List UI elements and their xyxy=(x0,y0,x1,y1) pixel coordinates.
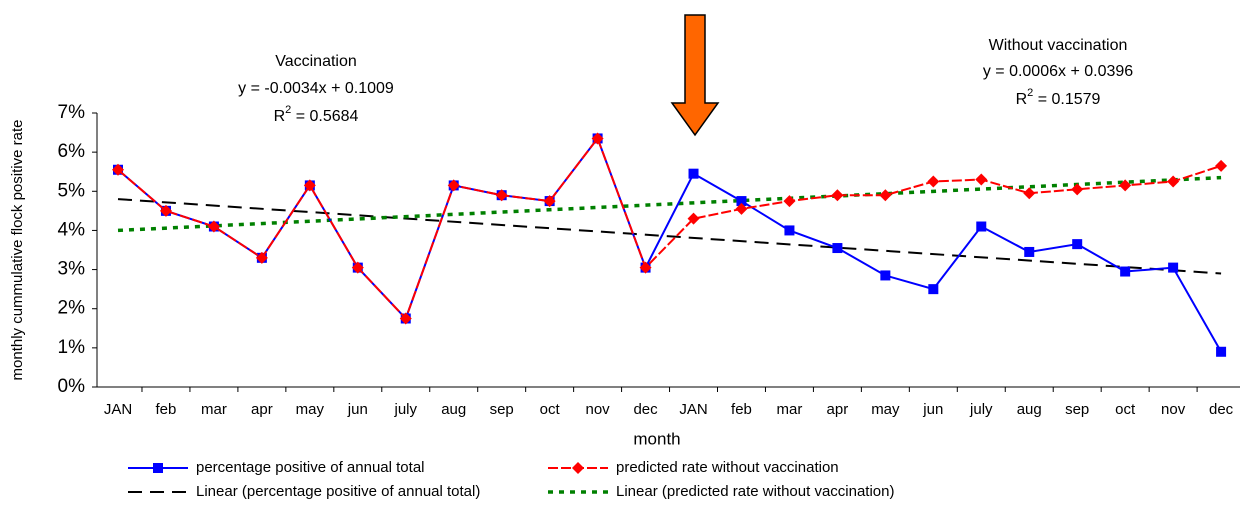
trendline xyxy=(117,175,1222,233)
annotation-r2: R2 = 0.5684 xyxy=(274,104,359,125)
r-value: = 0.1579 xyxy=(1033,91,1100,108)
x-tick-label: dec xyxy=(1209,401,1234,418)
x-tick-label: july xyxy=(969,401,993,418)
marker xyxy=(928,284,939,295)
marker xyxy=(783,195,796,208)
annotation-equation: y = 0.0006x + 0.0396 xyxy=(983,63,1133,80)
y-tick-label: 7% xyxy=(58,102,86,123)
legend-marker xyxy=(153,463,163,473)
y-tick-label: 2% xyxy=(58,298,86,319)
x-tick-label: oct xyxy=(540,401,561,418)
x-tick-label: jun xyxy=(347,401,368,418)
x-tick-label: nov xyxy=(586,401,611,418)
x-tick-label: feb xyxy=(156,401,177,418)
marker xyxy=(927,175,940,188)
annotation-equation: y = -0.0034x + 0.1009 xyxy=(238,80,394,97)
marker xyxy=(447,179,460,192)
y-tick-label: 6% xyxy=(58,141,86,162)
x-tick-label: sep xyxy=(1065,401,1089,418)
legend-label: percentage positive of annual total xyxy=(196,459,425,476)
legend-label: Linear (predicted rate without vaccinati… xyxy=(616,483,894,500)
marker xyxy=(975,173,988,186)
marker xyxy=(832,243,843,254)
x-tick-label: JAN xyxy=(679,401,707,418)
x-tick-label: mar xyxy=(201,401,227,418)
legend-marker xyxy=(572,462,584,474)
marker xyxy=(159,204,172,217)
annotation-title: Vaccination xyxy=(275,53,357,70)
marker xyxy=(207,220,220,233)
marker xyxy=(1168,262,1179,273)
y-tick-label: 5% xyxy=(58,180,86,201)
annotation-title: Without vaccination xyxy=(989,37,1128,54)
x-tick-label: may xyxy=(296,401,325,418)
marker xyxy=(1071,183,1084,196)
legend-label: Linear (percentage positive of annual to… xyxy=(196,483,480,500)
marker xyxy=(543,195,556,208)
x-tick-label: nov xyxy=(1161,401,1186,418)
y-tick-label: 4% xyxy=(58,219,86,240)
x-tick-label: mar xyxy=(777,401,803,418)
y-tick-label: 3% xyxy=(58,259,86,280)
marker xyxy=(736,196,747,207)
x-tick-label: aug xyxy=(1017,401,1042,418)
x-tick-label: JAN xyxy=(104,401,132,418)
r-value: = 0.5684 xyxy=(291,108,358,125)
marker xyxy=(1072,239,1083,250)
marker xyxy=(687,212,700,225)
marker xyxy=(735,202,748,215)
marker xyxy=(1215,159,1228,172)
x-tick-label: jun xyxy=(922,401,943,418)
x-axis-label: month xyxy=(633,429,680,448)
annotation-r2: R2 = 0.1579 xyxy=(1016,87,1101,108)
sup: 2 xyxy=(285,104,291,116)
marker xyxy=(1023,187,1036,200)
marker xyxy=(639,261,652,274)
x-tick-label: july xyxy=(394,401,418,418)
marker xyxy=(831,189,844,202)
y-tick-label: 0% xyxy=(58,376,86,397)
marker xyxy=(1216,346,1227,357)
marker xyxy=(255,251,268,264)
marker xyxy=(880,270,891,281)
marker xyxy=(1024,246,1035,257)
marker xyxy=(1120,266,1131,277)
marker xyxy=(879,189,892,202)
arrow xyxy=(670,14,720,137)
r: R xyxy=(1016,91,1028,108)
marker xyxy=(976,221,987,232)
legend-label: predicted rate without vaccination xyxy=(616,459,839,476)
marker xyxy=(112,163,124,176)
x-tick-label: may xyxy=(871,401,900,418)
x-tick-label: feb xyxy=(731,401,752,418)
y-tick-label: 1% xyxy=(58,337,86,358)
x-tick-label: apr xyxy=(251,401,273,418)
x-tick-label: sep xyxy=(490,401,514,418)
sup: 2 xyxy=(1027,87,1033,99)
marker xyxy=(591,132,604,145)
marker xyxy=(1167,175,1180,188)
x-tick-label: aug xyxy=(441,401,466,418)
trendline xyxy=(117,198,1222,275)
marker xyxy=(351,261,364,274)
y-axis-label: monthly cummulative flock positive rate xyxy=(9,120,26,381)
x-tick-label: oct xyxy=(1115,401,1136,418)
x-tick-label: apr xyxy=(827,401,849,418)
marker xyxy=(303,179,316,192)
series-line xyxy=(117,136,1222,321)
series-line xyxy=(117,136,1222,353)
x-tick-label: dec xyxy=(633,401,658,418)
marker xyxy=(1119,179,1132,192)
marker xyxy=(688,168,699,179)
marker xyxy=(399,312,412,325)
marker xyxy=(784,225,795,236)
marker xyxy=(495,189,508,202)
r: R xyxy=(274,108,286,125)
